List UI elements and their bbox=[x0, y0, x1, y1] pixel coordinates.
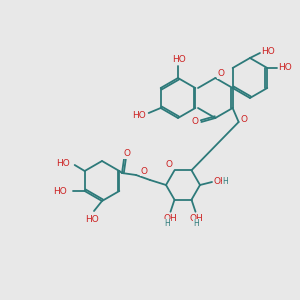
Text: O: O bbox=[218, 70, 225, 79]
Text: HO: HO bbox=[56, 160, 70, 169]
Text: O: O bbox=[240, 116, 247, 124]
Text: OH: OH bbox=[164, 214, 177, 223]
Text: O: O bbox=[166, 160, 173, 169]
Text: HO: HO bbox=[278, 64, 292, 73]
Text: HO: HO bbox=[85, 214, 99, 224]
Text: OH: OH bbox=[213, 176, 227, 185]
Text: HO: HO bbox=[132, 110, 145, 119]
Text: H: H bbox=[222, 176, 228, 185]
Text: H: H bbox=[165, 219, 170, 228]
Text: O: O bbox=[140, 167, 148, 176]
Text: O: O bbox=[124, 149, 130, 158]
Text: HO: HO bbox=[261, 46, 275, 56]
Text: HO: HO bbox=[172, 55, 186, 64]
Text: OH: OH bbox=[190, 214, 203, 223]
Text: HO: HO bbox=[53, 188, 67, 196]
Text: H: H bbox=[194, 219, 200, 228]
Text: O: O bbox=[192, 118, 199, 127]
